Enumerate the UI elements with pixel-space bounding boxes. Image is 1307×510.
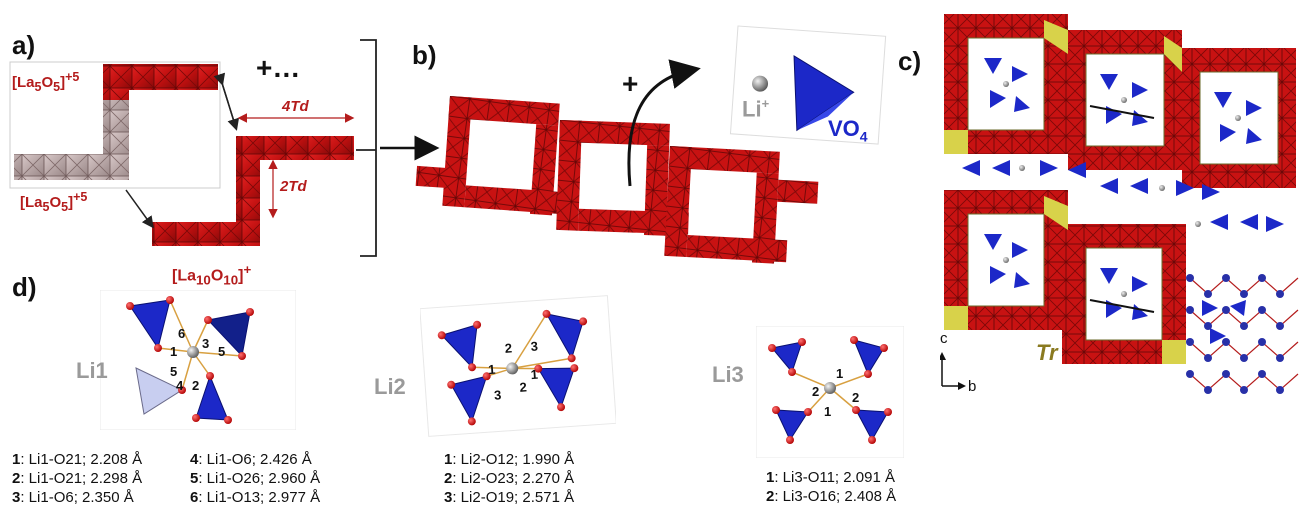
formula-bottom: [La5O5]+5 — [20, 190, 88, 214]
li2-bond-1b: 1 — [530, 367, 538, 382]
li1-bond-5b: 5 — [218, 344, 225, 359]
li3-cluster: 1 2 2 1 — [756, 326, 904, 458]
li1-bond-6: 6 — [178, 326, 185, 341]
li2-bond-row-3: 3: Li2-O19; 2.571 Å — [444, 489, 575, 506]
tr-label: Tr — [1036, 340, 1058, 365]
li3-label: Li3 — [712, 362, 744, 387]
axis-c-label: c — [940, 330, 948, 347]
li1-bonds-left: 1: Li1-O21; 2.208 Å 2: Li1-O21; 2.298 Å … — [12, 450, 142, 507]
li2-bonds: 1: Li2-O12; 1.990 Å 2: Li2-O23; 2.270 Å … — [444, 450, 574, 507]
li-plus-label: Li+ — [742, 96, 770, 122]
dim-2td-label: 2Td — [280, 178, 307, 195]
li2-bond-3a: 3 — [530, 339, 538, 354]
li1-bond-row-4: 4: Li1-O6; 2.426 Å — [190, 451, 312, 468]
formula-la10o10: [La10O10]+ — [172, 262, 252, 288]
li3-bond-row-2: 2: Li3-O16; 2.408 Å — [766, 488, 897, 505]
formula-top: [La5O5]+5 — [12, 70, 80, 94]
li3-bond-1b: 1 — [824, 404, 831, 419]
li1-bond-row-1: 1: Li1-O21; 2.208 Å — [12, 451, 143, 468]
li1-bond-row-5: 5: Li1-O26; 2.960 Å — [190, 470, 321, 487]
li1-bond-row-6: 6: Li1-O13; 2.977 Å — [190, 489, 321, 506]
panel-d-label: d) — [12, 272, 37, 302]
li2-label: Li2 — [374, 374, 406, 399]
li3-bond-row-1: 1: Li3-O11; 2.091 Å — [766, 469, 895, 486]
li2-cluster: 1 2 3 3 2 1 — [420, 295, 616, 437]
li2-bond-row-2: 2: Li2-O23; 2.270 Å — [444, 470, 575, 487]
axis-b-label: b — [968, 378, 977, 395]
panel-c-figure — [940, 10, 1300, 402]
plus-more-label: +… — [256, 52, 301, 83]
panel-b-label: b) — [412, 40, 437, 70]
panel-a-figure — [9, 39, 377, 257]
li1-bond-2: 2 — [192, 378, 199, 393]
li2-bond-3b: 3 — [494, 387, 502, 402]
li1-bond-row-2: 2: Li1-O21; 2.298 Å — [12, 470, 143, 487]
li1-bond-row-3: 3: Li1-O6; 2.350 Å — [12, 489, 134, 506]
plus-sign-b: + — [622, 68, 639, 99]
li3-bond-1a: 1 — [836, 366, 843, 381]
li1-bond-1: 1 — [170, 344, 177, 359]
li3-bonds: 1: Li3-O11; 2.091 Å 2: Li3-O16; 2.408 Å — [766, 468, 896, 506]
li2-bond-2b: 2 — [519, 379, 527, 394]
dim-4td-label: 4Td — [282, 98, 309, 115]
li2-bond-row-1: 1: Li2-O12; 1.990 Å — [444, 451, 575, 468]
li2-bond-1a: 1 — [488, 362, 496, 377]
li1-bond-4: 4 — [176, 378, 184, 393]
li1-bonds-right: 4: Li1-O6; 2.426 Å 5: Li1-O26; 2.960 Å 6… — [190, 450, 320, 507]
panel-c-label: c) — [898, 46, 922, 76]
li1-label: Li1 — [76, 358, 108, 383]
li2-bond-2a: 2 — [504, 340, 512, 355]
li3-bond-2a: 2 — [812, 384, 819, 399]
panel-b-figure — [380, 25, 887, 264]
li1-bond-5a: 5 — [170, 364, 177, 379]
li3-bond-2b: 2 — [852, 390, 859, 405]
li1-cluster: 1 2 3 4 5 5 6 — [100, 290, 296, 430]
vo4-label: VO4 — [828, 116, 868, 145]
li1-bond-3: 3 — [202, 336, 209, 351]
panel-a-label: a) — [12, 30, 36, 60]
